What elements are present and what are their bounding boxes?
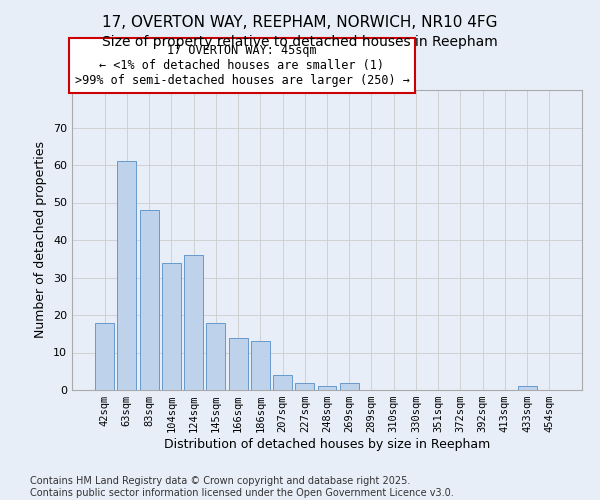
Bar (229, 338, 248, 390)
Bar (317, 386, 337, 390)
Text: 17 OVERTON WAY: 45sqm
← <1% of detached houses are smaller (1)
>99% of semi-deta: 17 OVERTON WAY: 45sqm ← <1% of detached … (74, 44, 409, 87)
Bar (295, 382, 314, 390)
X-axis label: Distribution of detached houses by size in Reepham: Distribution of detached houses by size … (164, 438, 490, 451)
Bar (118, 161, 136, 390)
Bar (340, 382, 359, 390)
Bar (162, 262, 181, 390)
Text: Size of property relative to detached houses in Reepham: Size of property relative to detached ho… (102, 35, 498, 49)
Y-axis label: Number of detached properties: Number of detached properties (34, 142, 47, 338)
Bar (184, 255, 203, 390)
Bar (140, 210, 158, 390)
Bar (95, 322, 114, 390)
Text: 17, OVERTON WAY, REEPHAM, NORWICH, NR10 4FG: 17, OVERTON WAY, REEPHAM, NORWICH, NR10 … (102, 15, 498, 30)
Bar (251, 341, 270, 390)
Bar (273, 375, 292, 390)
Text: Contains HM Land Registry data © Crown copyright and database right 2025.
Contai: Contains HM Land Registry data © Crown c… (30, 476, 454, 498)
Bar (518, 386, 536, 390)
Bar (206, 322, 225, 390)
